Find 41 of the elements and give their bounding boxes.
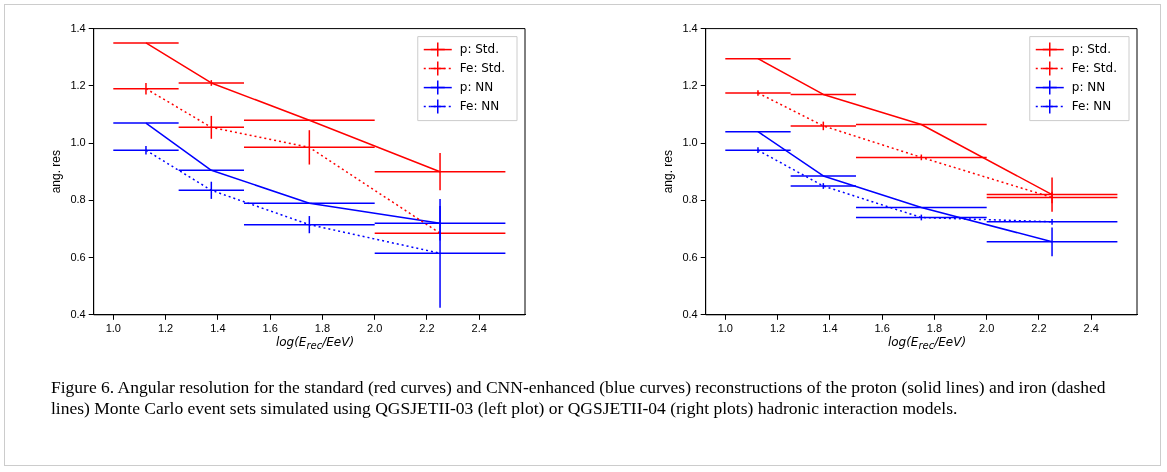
x-tick-label: 2.0 [367,322,383,335]
legend-label: Fe: Std. [1071,60,1118,75]
y-tick-label: 0.4 [70,307,86,320]
x-tick-label: 1.4 [822,322,838,335]
legend-label: p: NN [459,79,494,94]
x-tick-label: 1.6 [874,322,890,335]
y-tick-label: 0.4 [682,307,698,320]
y-tick-label: 0.6 [70,250,86,263]
legend-label: p: Std. [1071,41,1111,56]
x-tick-label: 1.8 [926,322,943,335]
y-tick-label: 1.0 [70,136,86,149]
x-tick-label: 1.8 [314,322,331,335]
y-tick-label: 1.0 [682,136,698,149]
x-tick-label: 2.2 [419,322,435,335]
x-axis-title: log(E$_{rec}$/EeV) [274,335,356,352]
legend-label: Fe: NN [1071,98,1112,113]
y-tick-label: 0.8 [682,193,698,206]
x-axis-title: log(E$_{rec}$/EeV) [886,335,968,352]
y-tick-label: 0.6 [682,250,698,263]
legend-label: p: Std. [459,41,499,56]
y-axis-title: ang. res [48,150,63,194]
x-tick-label: 1.2 [769,322,786,335]
legend-label: Fe: NN [459,98,500,113]
y-tick-label: 1.2 [70,78,86,91]
x-tick-label: 2.0 [979,322,995,335]
y-tick-label: 1.4 [682,21,698,34]
x-tick-label: 1.6 [262,322,278,335]
legend-label: p: NN [1071,79,1106,94]
x-tick-label: 2.4 [471,322,487,335]
y-tick-label: 1.4 [70,21,86,34]
x-tick-label: 1.0 [717,322,733,335]
x-tick-label: 1.4 [210,322,226,335]
caption: Figure 6. Angular resolution for the standard (red curves) and CNN-enhanced (blue curves) reconstructions of the proton (solid lines) and iron (dashed lines) Monte Carlo event sets simulated using QGSJETII-03 (left plot) or QGSJETII-04 (right plots) hadronic interaction models. [51,377,1107,419]
x-tick-label: 2.4 [1083,322,1099,335]
y-tick-label: 1.2 [682,78,698,91]
y-tick-label: 0.8 [70,193,86,206]
x-tick-label: 1.2 [157,322,174,335]
x-tick-label: 1.0 [105,322,121,335]
x-tick-label: 2.2 [1031,322,1047,335]
legend-label: Fe: Std. [459,60,506,75]
y-axis-title: ang. res [660,150,675,194]
